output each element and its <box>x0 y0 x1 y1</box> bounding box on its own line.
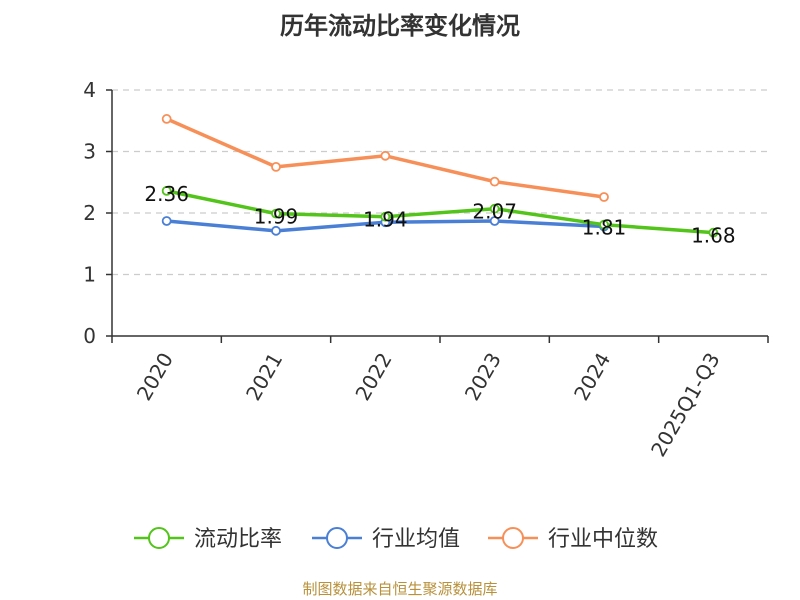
data-source-note: 制图数据来自恒生聚源数据库 <box>302 580 498 598</box>
data-point <box>161 114 172 124</box>
data-point <box>271 225 281 236</box>
data-point <box>599 219 609 230</box>
y-tick-label: 2 <box>83 201 96 225</box>
legend-label: 行业均值 <box>372 527 460 552</box>
data-label: 2.07 <box>472 200 517 224</box>
y-tick-label: 4 <box>83 78 96 102</box>
legend-label: 流动比率 <box>194 527 282 552</box>
x-tick-label: 2023 <box>460 348 506 404</box>
y-tick-label: 3 <box>83 140 96 164</box>
legend-marker <box>502 527 524 549</box>
data-point <box>489 176 500 187</box>
data-label: 1.94 <box>363 208 408 232</box>
data-point <box>599 192 609 202</box>
series-line <box>166 189 714 235</box>
data-point <box>271 161 281 172</box>
legend-marker <box>326 527 348 549</box>
data-label: 1.81 <box>582 216 627 240</box>
data-point <box>161 216 172 226</box>
x-tick-label: 2025Q1-Q3 <box>646 349 725 461</box>
x-tick-label: 2024 <box>569 349 615 405</box>
chart-title: 历年流动比率变化情况 <box>280 12 520 40</box>
x-tick-label: 2021 <box>241 349 287 405</box>
data-point <box>161 185 172 196</box>
y-tick-label: 1 <box>83 263 96 287</box>
data-point <box>489 203 500 214</box>
legend-label: 行业中位数 <box>548 527 658 552</box>
legend-marker <box>148 527 170 549</box>
data-label: 2.36 <box>144 182 189 206</box>
data-point <box>380 211 391 222</box>
data-point <box>380 150 391 161</box>
data-label: 1.68 <box>691 224 736 248</box>
data-point <box>271 208 281 219</box>
data-label: 1.99 <box>254 205 299 229</box>
y-tick-label: 0 <box>83 324 96 348</box>
x-tick-label: 2022 <box>350 349 396 405</box>
x-tick-label: 2020 <box>132 349 178 405</box>
data-point <box>489 216 500 226</box>
data-point <box>708 227 719 238</box>
